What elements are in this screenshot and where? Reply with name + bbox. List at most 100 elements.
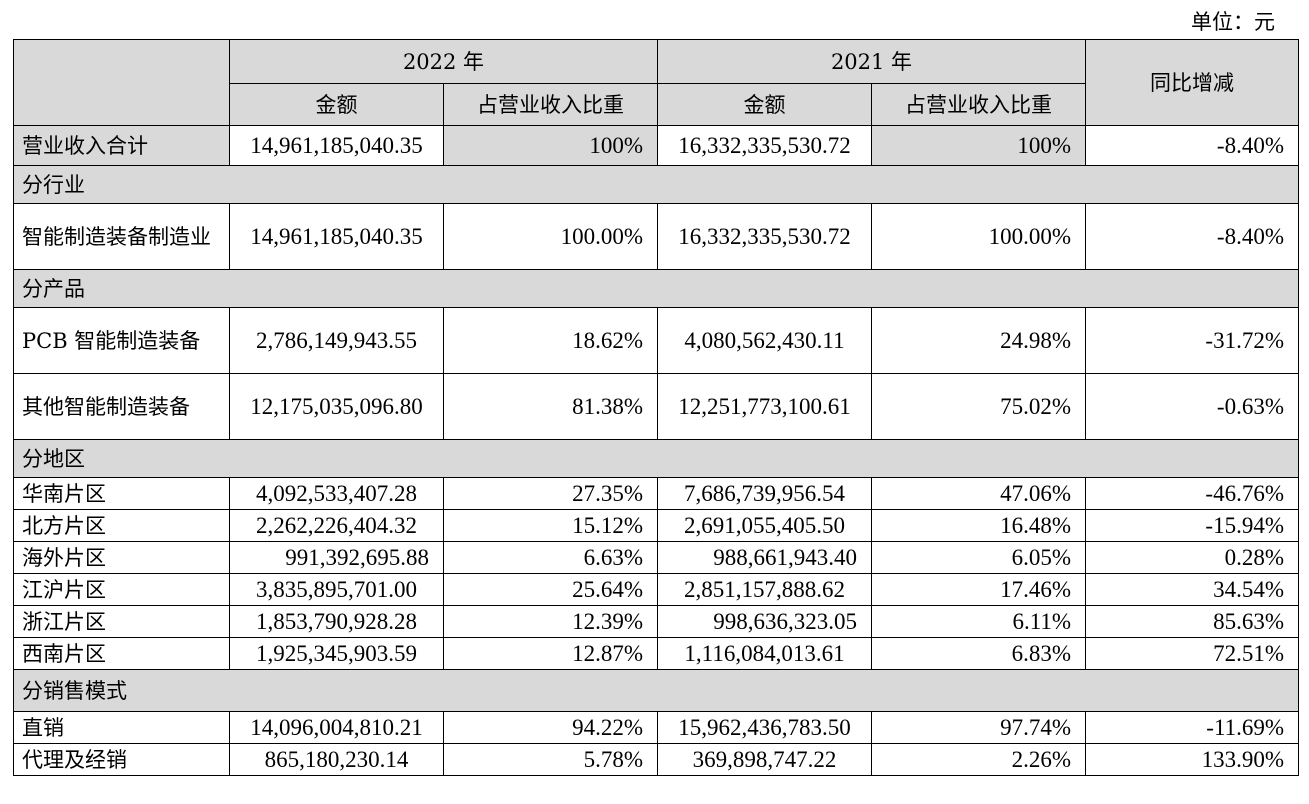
amount-2022-cell: 2,262,226,404.32 bbox=[229, 509, 444, 542]
ratio-2021-cell: 100% bbox=[871, 125, 1086, 166]
section-title: 分行业 bbox=[13, 165, 1299, 204]
amount-2022-cell: 1,853,790,928.28 bbox=[229, 605, 444, 638]
ratio-2021-cell: 6.11% bbox=[871, 605, 1086, 638]
section-title: 分产品 bbox=[13, 269, 1299, 308]
amount-2021-cell: 7,686,739,956.54 bbox=[657, 477, 872, 510]
ratio-2022-cell: 12.87% bbox=[443, 637, 658, 670]
header-yoy: 同比增减 bbox=[1085, 39, 1299, 126]
table-row: 西南片区 1,925,345,903.59 12.87% 1,116,084,0… bbox=[13, 637, 1299, 670]
amount-2021-cell: 12,251,773,100.61 bbox=[657, 373, 872, 440]
row-label: 直销 bbox=[13, 711, 230, 744]
row-label: 江沪片区 bbox=[13, 573, 230, 606]
ratio-2021-cell: 6.83% bbox=[871, 637, 1086, 670]
row-label: 海外片区 bbox=[13, 541, 230, 574]
yoy-cell: -31.72% bbox=[1085, 307, 1299, 374]
ratio-2021-cell: 24.98% bbox=[871, 307, 1086, 374]
section-title: 分地区 bbox=[13, 439, 1299, 478]
yoy-cell: -46.76% bbox=[1085, 477, 1299, 510]
row-label: PCB 智能制造装备 bbox=[13, 307, 230, 374]
total-row: 营业收入合计 14,961,185,040.35 100% 16,332,335… bbox=[13, 125, 1299, 166]
amount-2022-cell: 4,092,533,407.28 bbox=[229, 477, 444, 510]
row-label: 华南片区 bbox=[13, 477, 230, 510]
row-label: 浙江片区 bbox=[13, 605, 230, 638]
amount-2022-cell: 14,961,185,040.35 bbox=[229, 125, 444, 166]
row-label: 营业收入合计 bbox=[13, 125, 230, 166]
yoy-cell: -11.69% bbox=[1085, 711, 1299, 744]
header-year-2021: 2021 年 bbox=[657, 39, 1086, 84]
amount-2021-cell: 998,636,323.05 bbox=[657, 605, 872, 638]
ratio-2021-cell: 2.26% bbox=[871, 743, 1086, 776]
ratio-2022-cell: 100% bbox=[443, 125, 658, 166]
ratio-2021-cell: 100.00% bbox=[871, 203, 1086, 270]
amount-2021-cell: 2,691,055,405.50 bbox=[657, 509, 872, 542]
row-label: 代理及经销 bbox=[13, 743, 230, 776]
amount-2021-cell: 16,332,335,530.72 bbox=[657, 125, 872, 166]
ratio-2022-cell: 81.38% bbox=[443, 373, 658, 440]
amount-2022-cell: 2,786,149,943.55 bbox=[229, 307, 444, 374]
amount-2021-cell: 369,898,747.22 bbox=[657, 743, 872, 776]
section-title: 分销售模式 bbox=[13, 669, 1299, 712]
amount-2022-cell: 991,392,695.88 bbox=[229, 541, 444, 574]
amount-2021-cell: 16,332,335,530.72 bbox=[657, 203, 872, 270]
ratio-2021-cell: 16.48% bbox=[871, 509, 1086, 542]
table-row: PCB 智能制造装备 2,786,149,943.55 18.62% 4,080… bbox=[13, 307, 1299, 374]
yoy-cell: 72.51% bbox=[1085, 637, 1299, 670]
row-label: 智能制造装备制造业 bbox=[13, 203, 230, 270]
ratio-2021-cell: 75.02% bbox=[871, 373, 1086, 440]
revenue-table: 2022 年 2021 年 同比增减 金额 占营业收入比重 金额 占营业收入比重… bbox=[13, 39, 1299, 776]
amount-2022-cell: 14,961,185,040.35 bbox=[229, 203, 444, 270]
amount-2021-cell: 988,661,943.40 bbox=[657, 541, 872, 574]
yoy-cell: 0.28% bbox=[1085, 541, 1299, 574]
yoy-cell: -0.63% bbox=[1085, 373, 1299, 440]
table-row: 华南片区 4,092,533,407.28 27.35% 7,686,739,9… bbox=[13, 477, 1299, 510]
table-row: 代理及经销 865,180,230.14 5.78% 369,898,747.2… bbox=[13, 743, 1299, 776]
yoy-cell: 85.63% bbox=[1085, 605, 1299, 638]
row-label: 北方片区 bbox=[13, 509, 230, 542]
header-year-2022: 2022 年 bbox=[229, 39, 658, 84]
yoy-cell: 34.54% bbox=[1085, 573, 1299, 606]
amount-2021-cell: 2,851,157,888.62 bbox=[657, 573, 872, 606]
header-amount-2022: 金额 bbox=[229, 83, 444, 126]
unit-label: 单位：元 bbox=[1191, 10, 1275, 34]
row-label: 其他智能制造装备 bbox=[13, 373, 230, 440]
table-row: 北方片区 2,262,226,404.32 15.12% 2,691,055,4… bbox=[13, 509, 1299, 542]
ratio-2021-cell: 17.46% bbox=[871, 573, 1086, 606]
yoy-cell: -8.40% bbox=[1085, 125, 1299, 166]
section-row: 分地区 bbox=[13, 439, 1299, 478]
yoy-cell: -15.94% bbox=[1085, 509, 1299, 542]
ratio-2022-cell: 12.39% bbox=[443, 605, 658, 638]
yoy-cell: 133.90% bbox=[1085, 743, 1299, 776]
section-row: 分产品 bbox=[13, 269, 1299, 308]
ratio-2022-cell: 18.62% bbox=[443, 307, 658, 374]
header-amount-2021: 金额 bbox=[657, 83, 872, 126]
ratio-2021-cell: 97.74% bbox=[871, 711, 1086, 744]
header-ratio-2022: 占营业收入比重 bbox=[443, 83, 658, 126]
header-ratio-2021: 占营业收入比重 bbox=[871, 83, 1086, 126]
amount-2022-cell: 12,175,035,096.80 bbox=[229, 373, 444, 440]
ratio-2022-cell: 25.64% bbox=[443, 573, 658, 606]
table-row: 智能制造装备制造业 14,961,185,040.35 100.00% 16,3… bbox=[13, 203, 1299, 270]
header-blank-cell bbox=[13, 39, 230, 126]
amount-2022-cell: 3,835,895,701.00 bbox=[229, 573, 444, 606]
amount-2022-cell: 1,925,345,903.59 bbox=[229, 637, 444, 670]
section-row: 分销售模式 bbox=[13, 669, 1299, 712]
table-row: 江沪片区 3,835,895,701.00 25.64% 2,851,157,8… bbox=[13, 573, 1299, 606]
ratio-2022-cell: 27.35% bbox=[443, 477, 658, 510]
section-row: 分行业 bbox=[13, 165, 1299, 204]
ratio-2022-cell: 6.63% bbox=[443, 541, 658, 574]
ratio-2021-cell: 47.06% bbox=[871, 477, 1086, 510]
amount-2021-cell: 1,116,084,013.61 bbox=[657, 637, 872, 670]
table-row: 浙江片区 1,853,790,928.28 12.39% 998,636,323… bbox=[13, 605, 1299, 638]
table-row: 直销 14,096,004,810.21 94.22% 15,962,436,7… bbox=[13, 711, 1299, 744]
table-row: 海外片区 991,392,695.88 6.63% 988,661,943.40… bbox=[13, 541, 1299, 574]
amount-2021-cell: 15,962,436,783.50 bbox=[657, 711, 872, 744]
yoy-cell: -8.40% bbox=[1085, 203, 1299, 270]
amount-2022-cell: 865,180,230.14 bbox=[229, 743, 444, 776]
ratio-2021-cell: 6.05% bbox=[871, 541, 1086, 574]
amount-2021-cell: 4,080,562,430.11 bbox=[657, 307, 872, 374]
ratio-2022-cell: 94.22% bbox=[443, 711, 658, 744]
amount-2022-cell: 14,096,004,810.21 bbox=[229, 711, 444, 744]
row-label: 西南片区 bbox=[13, 637, 230, 670]
ratio-2022-cell: 5.78% bbox=[443, 743, 658, 776]
table-row: 其他智能制造装备 12,175,035,096.80 81.38% 12,251… bbox=[13, 373, 1299, 440]
